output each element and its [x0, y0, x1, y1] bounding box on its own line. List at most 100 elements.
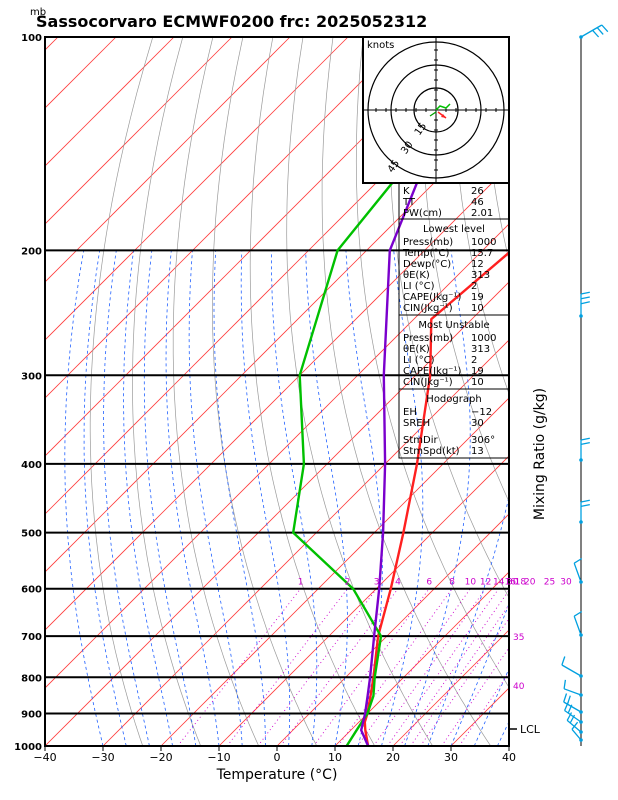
dry-adiabat	[421, 37, 509, 503]
index-value: 19	[471, 292, 484, 303]
index-value: 26	[471, 186, 484, 197]
index-label: θE(K)	[403, 270, 430, 281]
dry-adiabat	[355, 37, 509, 688]
index-label: Dewp(°C)	[403, 259, 451, 270]
moist-adiabat	[143, 250, 197, 746]
mixing-ratio-line	[337, 588, 453, 746]
isotherm	[45, 165, 509, 631]
index-label: CIN(Jkg⁻¹)	[403, 377, 453, 388]
wind-barb-shaft	[573, 615, 582, 636]
index-label: Press(mb)	[403, 333, 453, 344]
pressure-tick-label: 400	[21, 460, 42, 471]
index-label: EH	[403, 407, 417, 418]
pressure-tick-labels: 100 200 300 400 500 600 700 800 900 1000	[14, 33, 42, 753]
isotherm	[567, 37, 618, 746]
dry-adiabat	[89, 37, 154, 746]
index-value: 2	[471, 281, 477, 292]
pressure-tick-label: 600	[21, 585, 42, 596]
wind-barb-flag	[569, 714, 576, 724]
x-tick-label: 40	[502, 751, 516, 764]
x-tick-label: −20	[149, 751, 172, 764]
wind-barb-flag	[580, 296, 590, 300]
x-tick-label: 30	[444, 751, 458, 764]
dry-adiabat	[389, 37, 509, 599]
index-label: CAPE(Jkg⁻¹)	[403, 366, 461, 377]
isotherm	[160, 397, 509, 746]
wind-barb-flag	[566, 712, 573, 721]
index-value: −12	[471, 407, 492, 418]
moist-adiabat	[240, 250, 291, 746]
moist-adiabat	[497, 720, 509, 746]
wind-barb-flag	[580, 301, 590, 305]
pressure-tick-label: 800	[21, 673, 42, 684]
dry-adiabat	[573, 37, 618, 746]
index-section-box	[398, 388, 510, 459]
index-label: Temp(°C)	[402, 248, 450, 259]
pressure-unit-label: mb	[30, 7, 46, 18]
moist-adiabat	[271, 250, 318, 746]
mixing-ratio-label: 14	[493, 578, 505, 588]
x-tick-label: 0	[274, 751, 281, 764]
wind-barb-flag	[573, 610, 583, 617]
profiles	[292, 37, 509, 746]
isotherm	[102, 339, 509, 746]
mixing-ratio-label: 25	[544, 578, 555, 588]
wind-barb-flag	[563, 679, 567, 689]
isotherm	[508, 745, 509, 746]
pressure-tick-label: 200	[21, 246, 42, 257]
index-value: 12	[471, 259, 484, 270]
hodograph-trace	[435, 103, 451, 111]
x-tick-label: 10	[328, 751, 342, 764]
x-tick-label: −30	[91, 751, 114, 764]
moist-adiabat	[381, 250, 424, 746]
mixing-ratio-label: 3	[374, 578, 380, 588]
wind-barb-base	[579, 738, 583, 742]
wind-barb-base	[579, 35, 583, 39]
wind-barb-base	[579, 458, 583, 462]
pressure-tick-label: 1000	[14, 742, 42, 753]
temperature-tick-labels: −40 −30 −20 −10 0 10 20 30 40	[33, 746, 516, 764]
wind-barb-shaft	[580, 24, 603, 38]
pressure-tick-label: 100	[21, 33, 42, 44]
wind-barb-flag	[580, 437, 590, 441]
isotherm	[45, 37, 465, 457]
index-value: 1000	[471, 237, 496, 248]
mixing-ratio-line	[357, 588, 471, 746]
isotherm	[45, 37, 117, 109]
mixing-ratio-line	[313, 588, 430, 746]
mixing-ratio-label: 16	[504, 578, 516, 588]
wind-barb-flag	[601, 24, 609, 33]
index-value: 2	[471, 355, 477, 366]
wind-barb-base	[579, 580, 583, 584]
index-label: θE(K)	[403, 344, 430, 355]
moist-adiabat	[123, 250, 173, 746]
wind-barb-flag	[580, 503, 590, 508]
mixing-ratio-line	[373, 588, 486, 746]
theta-e-labels: 35 40 30	[507, 578, 525, 692]
mixing-ratio-label: 20	[524, 578, 536, 588]
background-lines	[45, 37, 618, 746]
lcl-label: LCL	[520, 723, 541, 736]
x-tick-label: −40	[33, 751, 56, 764]
index-section-header: Hodograph	[426, 394, 481, 405]
index-value: 30	[471, 418, 484, 429]
wind-barb-base	[579, 520, 583, 524]
dry-adiabat	[513, 37, 618, 746]
index-value: 306°	[471, 435, 495, 446]
mixing-ratio-label: 10	[465, 578, 477, 588]
dry-adiabat	[286, 37, 433, 746]
index-value: 10	[471, 303, 484, 314]
index-label: CAPE(Jkg⁻¹)	[403, 292, 461, 303]
wind-barb-flag	[580, 441, 590, 446]
index-value: 15.7	[471, 248, 493, 259]
moist-adiabat	[64, 250, 104, 746]
wind-barb-shaft	[563, 688, 582, 696]
dry-adiabat	[249, 37, 376, 746]
moist-adiabat	[103, 250, 150, 746]
isotherm	[45, 37, 175, 167]
wind-barb-flag	[571, 721, 579, 730]
dry-adiabat	[452, 37, 509, 395]
wind-barb-shaft	[571, 728, 582, 741]
index-section-header: Most Unstable	[418, 320, 489, 331]
wind-barb-flag	[573, 557, 583, 564]
